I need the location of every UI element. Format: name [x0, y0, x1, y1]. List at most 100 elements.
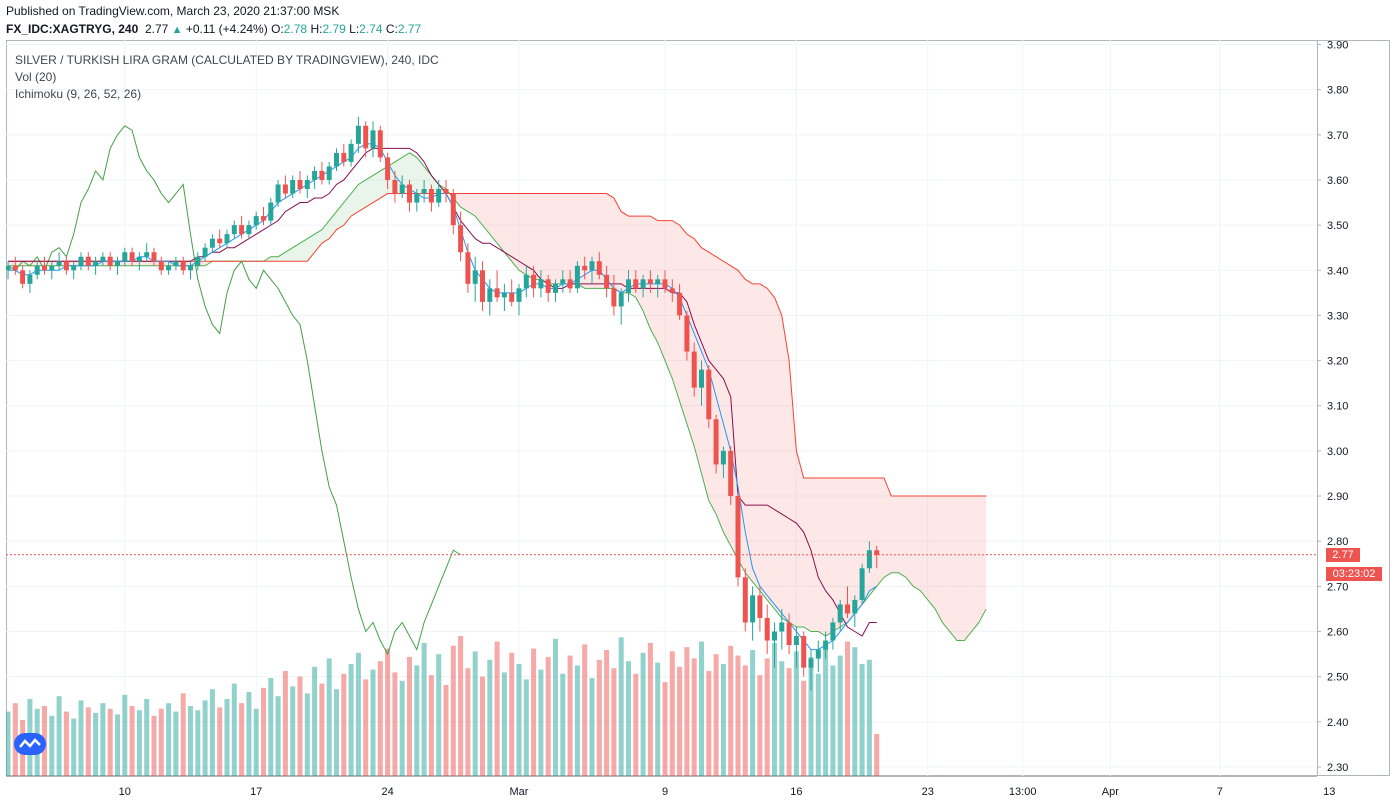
cloud-segment	[424, 166, 432, 194]
candle-body	[553, 283, 558, 293]
cloud-segment	[832, 477, 841, 632]
volume-bar	[100, 703, 106, 776]
close-value: 2.77	[397, 22, 422, 36]
cloud-segment	[146, 261, 154, 266]
cloud-segment	[358, 179, 366, 212]
volume-bar	[224, 699, 230, 776]
cloud-segment	[971, 496, 979, 632]
price-tick-label: 3.80	[1327, 85, 1348, 97]
volume-bar	[596, 659, 602, 776]
price-tick-label: 2.40	[1327, 717, 1348, 729]
cloud-segment	[577, 193, 585, 289]
legend-volume[interactable]: Vol (20)	[15, 70, 57, 84]
cloud-segment	[716, 256, 724, 533]
chikou-span-line	[7, 125, 461, 656]
candle-body	[487, 288, 493, 302]
candle-body	[312, 170, 318, 180]
candle-body	[195, 256, 201, 266]
volume-bar	[640, 652, 646, 776]
legend-title[interactable]: SILVER / TURKISH LIRA GRAM (CALCULATED B…	[15, 53, 439, 67]
candle-body	[866, 550, 872, 569]
chart-pane[interactable]	[6, 40, 1390, 776]
open-label: O:	[271, 22, 284, 36]
volume-bar	[655, 662, 661, 776]
volume-bar	[319, 683, 325, 776]
volume-bar	[49, 715, 55, 776]
candle-body	[859, 568, 865, 600]
volume-bar	[735, 655, 741, 776]
cloud-segment	[278, 252, 286, 262]
candle-body	[764, 617, 770, 641]
volume-bar	[107, 708, 113, 776]
cloud-segment	[540, 193, 549, 284]
price-tick-label: 3.50	[1327, 220, 1348, 232]
candle-body	[326, 166, 332, 180]
candle-body	[304, 179, 310, 190]
volume-bar	[180, 693, 186, 776]
price-tick-label: 2.70	[1327, 581, 1348, 593]
candle-body	[231, 225, 237, 235]
bar-countdown-tag: 03:23:02	[1326, 566, 1382, 581]
last-value: 2.77	[144, 22, 169, 36]
cloud-segment	[29, 261, 38, 266]
candle-body	[472, 270, 478, 284]
candle-body	[436, 189, 442, 203]
cloud-segment	[321, 220, 330, 244]
cloud-segment	[898, 496, 906, 578]
volume-bar	[713, 654, 719, 776]
candle-body	[823, 640, 829, 650]
cloud-segment	[504, 193, 512, 262]
cloud-segment	[650, 216, 658, 343]
candle-body	[501, 292, 507, 298]
high-value: 2.79	[322, 22, 346, 36]
cloud-segment	[548, 193, 556, 284]
volume-bar	[348, 664, 354, 776]
candle-body	[290, 179, 296, 194]
volume-bar	[385, 648, 391, 776]
volume-bar	[122, 694, 128, 776]
cloud-segment	[467, 193, 476, 217]
volume-bar	[465, 668, 471, 776]
cloud-segment	[270, 256, 279, 262]
volume-bar	[407, 657, 412, 776]
candle-body	[699, 369, 704, 388]
volume-bar	[297, 676, 303, 776]
candle-body	[574, 265, 580, 289]
candle-body	[706, 369, 712, 420]
candle-body	[100, 256, 106, 262]
candle-body	[27, 274, 33, 284]
candle-body	[772, 631, 777, 641]
volume-bar	[757, 675, 763, 776]
candle-body	[6, 265, 11, 271]
candle-body	[355, 125, 361, 144]
symbol-label: FX_IDC:XAGTRYG, 240	[6, 22, 139, 36]
time-tick-label: 13	[1323, 786, 1335, 798]
price-tick-label: 2.30	[1327, 762, 1348, 774]
cloud-segment	[935, 496, 943, 623]
volume-bar	[209, 689, 215, 776]
cloud-segment	[635, 216, 644, 311]
candle-body	[49, 265, 55, 271]
volume-bar	[136, 710, 142, 776]
legend-ichimoku[interactable]: Ichimoku (9, 26, 52, 26)	[15, 87, 142, 101]
cloud-segment	[905, 496, 914, 587]
volume-bar	[808, 657, 814, 776]
candle-body	[12, 265, 18, 271]
volume-bar	[144, 699, 150, 776]
time-tick-label: 24	[381, 786, 393, 798]
tradingview-logo-icon[interactable]	[14, 733, 46, 755]
price-tick-label: 3.10	[1327, 401, 1348, 413]
volume-bar	[786, 668, 792, 776]
cloud-segment	[876, 477, 884, 587]
volume-bar	[85, 707, 91, 776]
volume-bar	[845, 641, 850, 776]
cloud-segment	[628, 216, 636, 298]
cloud-segment	[701, 247, 709, 501]
candle-body	[757, 595, 763, 618]
time-tick-label: 13:00	[1009, 786, 1037, 798]
candle-body	[209, 238, 215, 248]
volume-bar	[246, 692, 252, 776]
cloud-segment	[460, 193, 468, 212]
cloud-segment	[519, 193, 527, 275]
